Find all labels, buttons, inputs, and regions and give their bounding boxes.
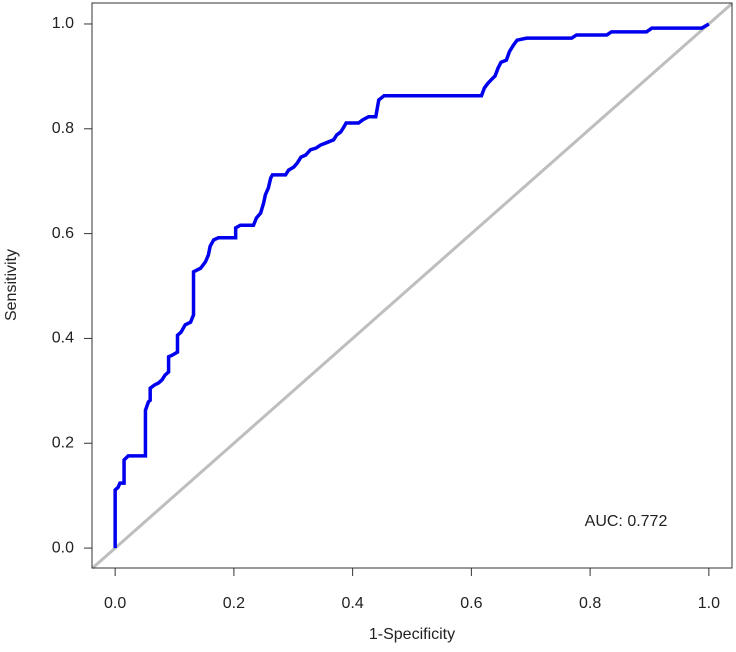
x-tick-label: 1.0 (698, 595, 720, 612)
x-tick-label: 0.8 (579, 595, 601, 612)
y-tick-label: 1.0 (52, 15, 74, 32)
x-axis-label: 1-Specificity (369, 626, 455, 643)
y-tick-label: 0.2 (52, 434, 74, 451)
y-tick-label: 0.0 (52, 539, 74, 556)
x-tick-label: 0.2 (223, 595, 245, 612)
y-axis-label: Sensitivity (3, 249, 20, 321)
y-tick-label: 0.6 (52, 225, 74, 242)
y-tick-label: 0.4 (52, 330, 74, 347)
y-tick-label: 0.8 (52, 120, 74, 137)
diagonal (91, 2, 733, 570)
x-tick-label: 0.0 (104, 595, 126, 612)
annotation: AUC: 0.772 (585, 513, 668, 530)
x-tick-label: 0.6 (460, 595, 482, 612)
roc-curve (113, 22, 710, 549)
x-tick-label: 0.4 (342, 595, 364, 612)
plot-frame (91, 2, 733, 569)
